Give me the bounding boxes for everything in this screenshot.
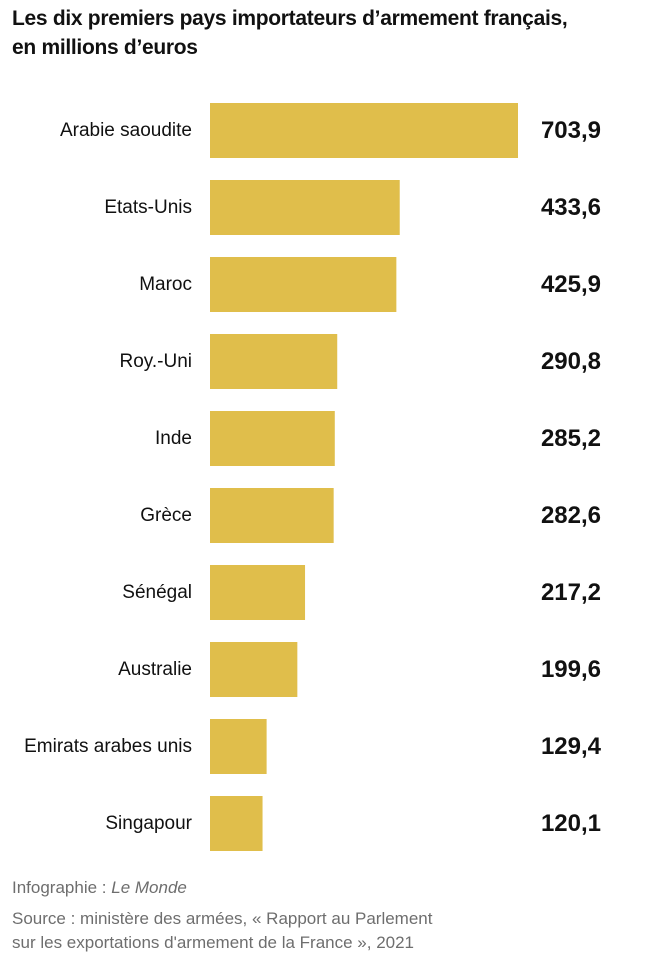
chart-title: Les dix premiers pays importateurs d’arm…: [12, 4, 658, 62]
value-label: 282,6: [541, 502, 601, 529]
credit-line: Infographie : Le Monde: [12, 876, 187, 900]
category-label: Etats-Unis: [104, 197, 192, 218]
bar: [210, 334, 338, 389]
bar: [210, 180, 400, 235]
category-label: Emirats arabes unis: [24, 736, 192, 757]
category-label: Arabie saoudite: [60, 120, 192, 141]
bar: [210, 796, 263, 851]
chart-title-line-2: en millions d’euros: [12, 36, 198, 59]
value-label: 199,6: [541, 656, 601, 683]
bar: [210, 257, 397, 312]
value-label: 120,1: [541, 810, 601, 837]
bar: [210, 719, 267, 774]
value-label: 703,9: [541, 117, 601, 144]
value-label: 217,2: [541, 579, 601, 606]
source-line-1: Source : ministère des armées, « Rapport…: [12, 909, 433, 928]
source-line-2: sur les exportations d'armement de la Fr…: [12, 933, 415, 952]
bar: [210, 411, 335, 466]
value-label: 290,8: [541, 348, 601, 375]
bar: [210, 488, 334, 543]
bar: [210, 103, 518, 158]
bar: [210, 565, 306, 620]
category-label: Singapour: [105, 813, 192, 834]
category-label: Sénégal: [122, 582, 192, 603]
credit-brand: Le Monde: [111, 878, 187, 897]
category-label: Roy.-Uni: [120, 351, 193, 372]
value-label: 285,2: [541, 425, 601, 452]
source-note: Source : ministère des armées, « Rapport…: [12, 907, 652, 955]
value-label: 433,6: [541, 194, 601, 221]
category-label: Maroc: [139, 274, 192, 295]
credit-prefix: Infographie :: [12, 878, 112, 897]
chart-title-line-1: Les dix premiers pays importateurs d’arm…: [12, 7, 568, 30]
value-label: 425,9: [541, 271, 601, 298]
bar: [210, 642, 298, 697]
category-label: Grèce: [140, 505, 192, 526]
category-label: Inde: [155, 428, 192, 449]
category-label: Australie: [118, 659, 192, 680]
value-label: 129,4: [541, 733, 602, 760]
